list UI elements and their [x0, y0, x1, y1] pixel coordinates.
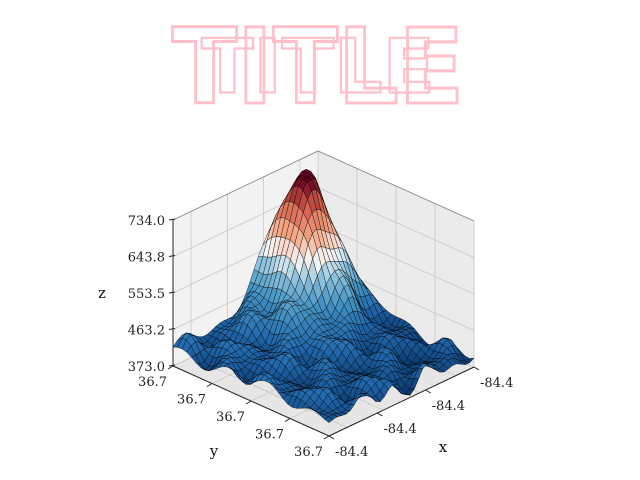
y-tick-label: 36.7: [138, 375, 167, 390]
x-tick-label: -84.4: [335, 445, 368, 460]
z-tick-mark: [168, 328, 176, 330]
z-tick-label: 734.0: [128, 214, 165, 229]
z-tick-label: 373.0: [128, 360, 165, 375]
surface-facet: [323, 416, 334, 423]
top-edge-line: [172, 150, 475, 222]
z-tick-mark: [168, 218, 176, 221]
x-tick-mark: [473, 366, 480, 371]
y-tick-label: 36.7: [216, 410, 245, 425]
z-axis-label: z: [98, 284, 106, 302]
z-tick-label: 643.8: [128, 251, 165, 266]
y-tick-mark: [284, 418, 291, 422]
z-tick-label: 553.5: [128, 287, 165, 302]
y-tick-mark: [245, 400, 252, 405]
x-tick-mark: [425, 389, 431, 394]
y-tick-mark: [167, 365, 174, 370]
x-tick-mark: [328, 435, 335, 440]
z-tick-mark: [168, 255, 176, 257]
y-tick-label: 36.7: [294, 445, 323, 460]
y-tick-mark: [323, 435, 330, 440]
z-tick-mark: [168, 364, 176, 367]
chart-title-inline: TITLE: [201, 24, 435, 111]
y-tick-mark: [206, 383, 213, 387]
surface-mesh: [172, 169, 475, 423]
y-axis-label: y: [209, 442, 219, 460]
x-tick-label: -84.4: [432, 399, 465, 414]
x-tick-mark: [377, 412, 383, 417]
x-tick-label: -84.4: [480, 376, 513, 391]
tick-labels: 373.0 463.2 553.5 643.8 734.0 36.7 36.7 36.7 36.…: [98, 214, 513, 460]
x-tick-label: -84.4: [383, 422, 416, 437]
chart-title-text: TITLE: [172, 6, 464, 128]
x-axis-line: [328, 366, 475, 437]
y-tick-label: 36.7: [255, 428, 284, 443]
z-tick-label: 463.2: [128, 324, 165, 339]
x-axis-label: x: [439, 438, 448, 456]
z-tick-mark: [168, 291, 176, 294]
y-tick-label: 36.7: [177, 393, 206, 408]
